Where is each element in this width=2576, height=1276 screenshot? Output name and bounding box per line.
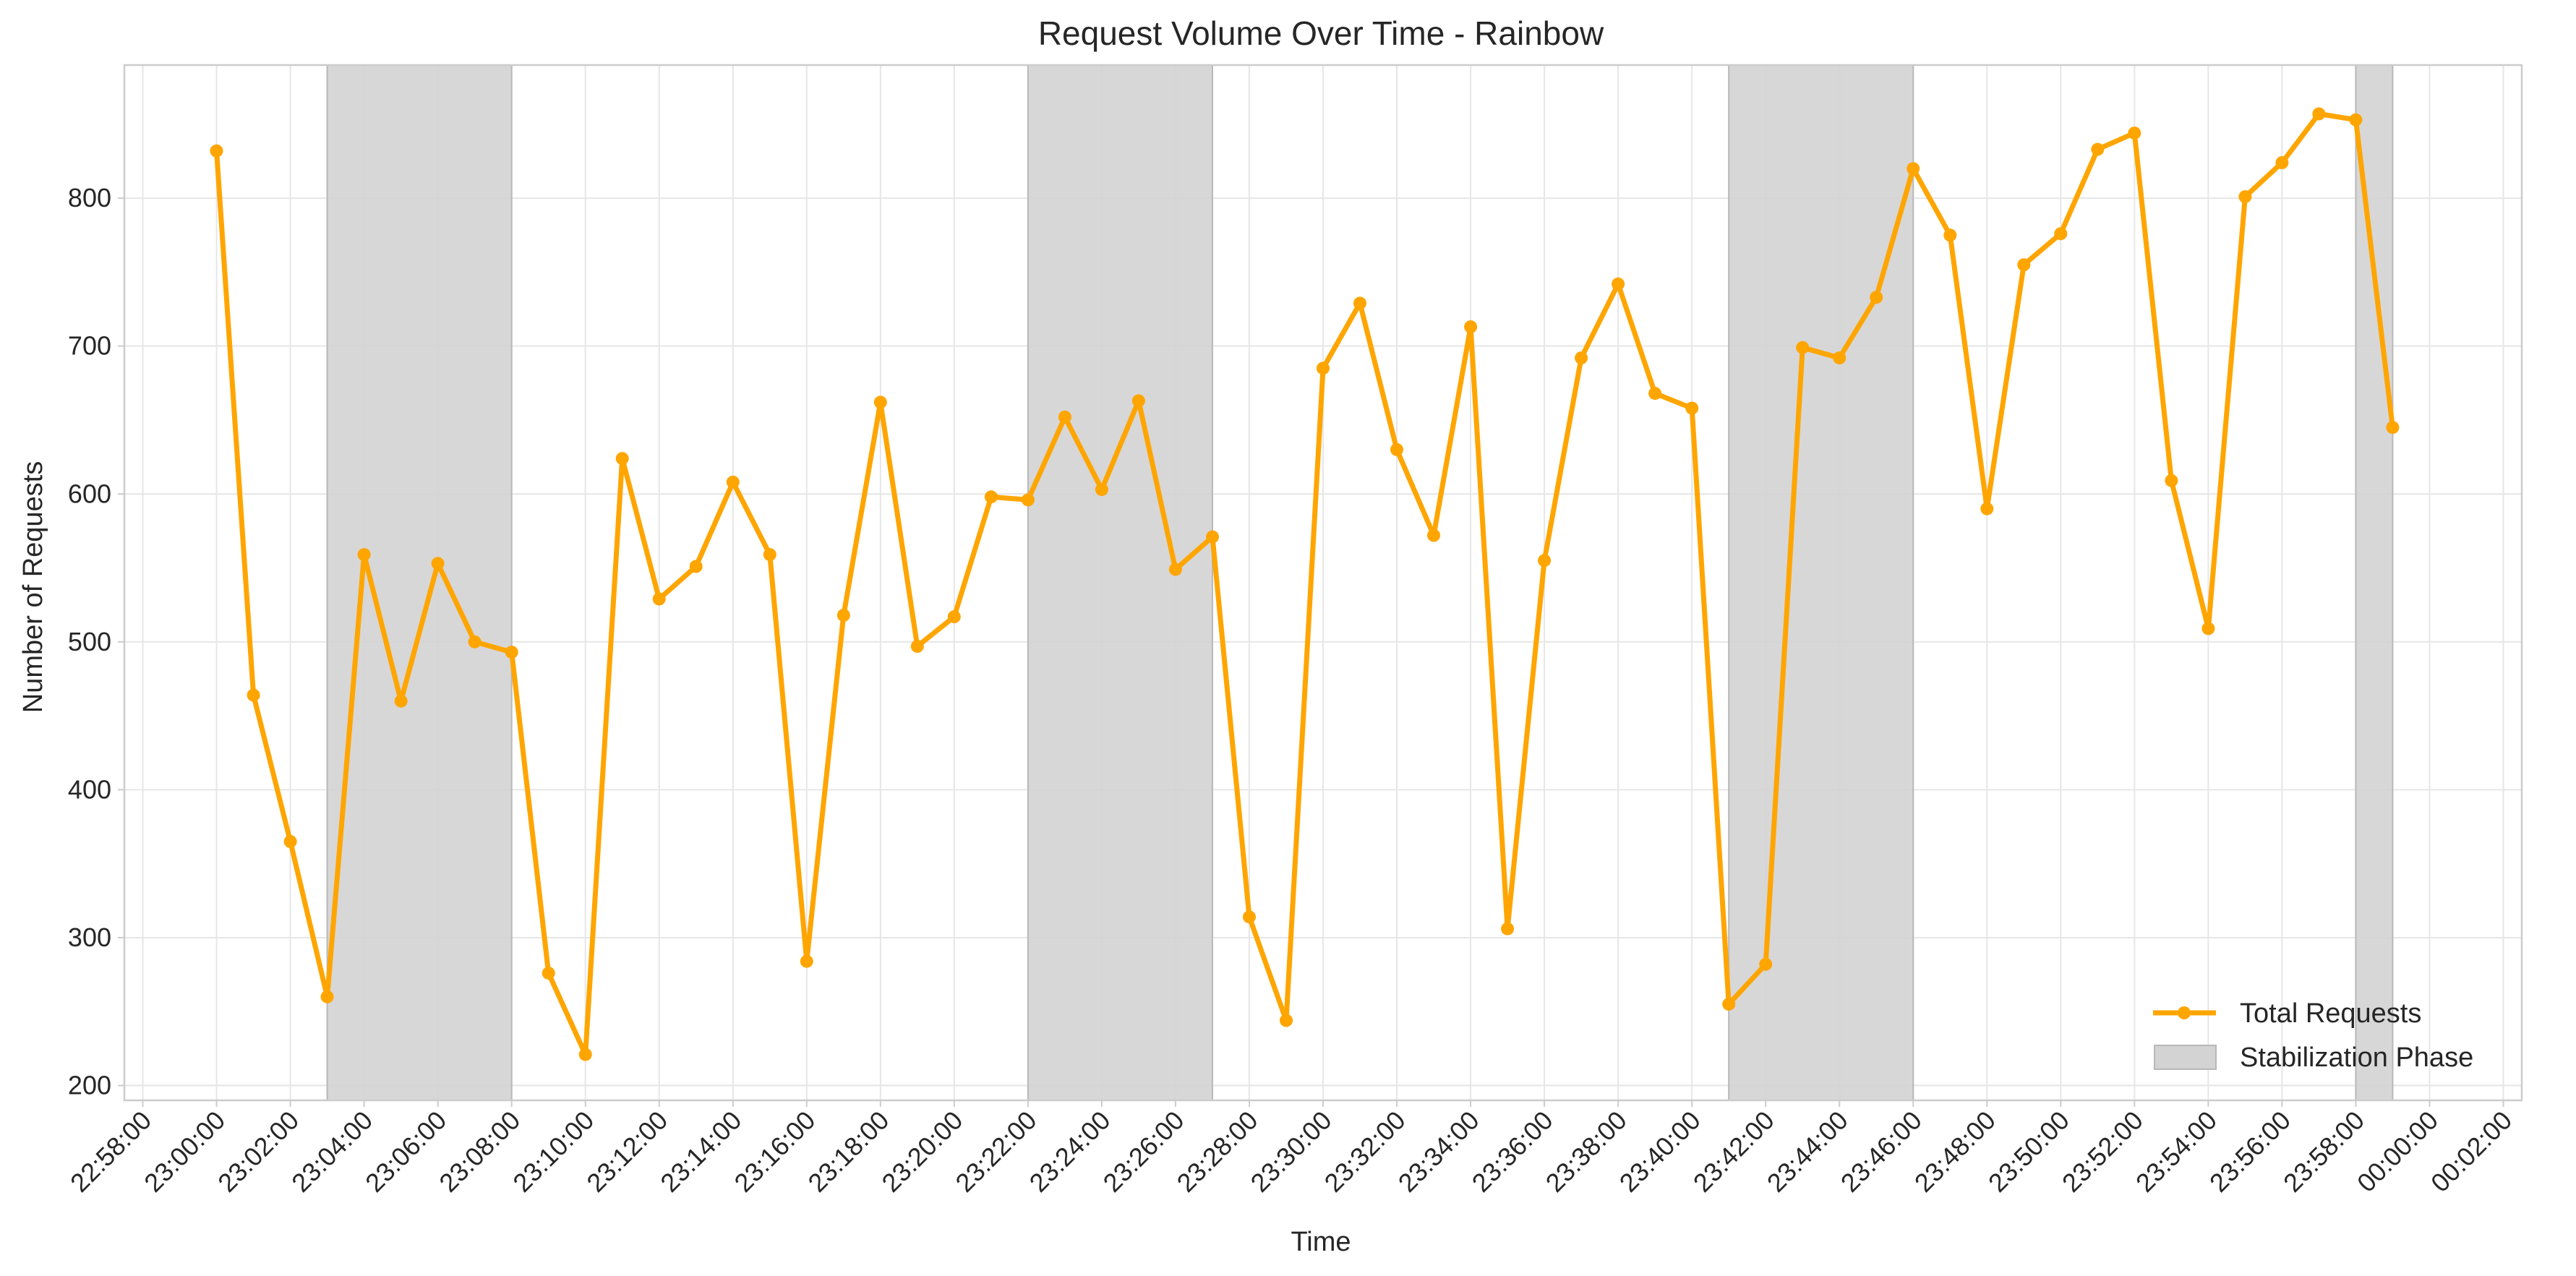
data-point [2091,142,2105,156]
x-axis-title: Time [1291,1227,1351,1257]
data-point [2349,113,2363,127]
data-point [1427,528,1440,542]
series-line-total-requests [214,111,2395,1058]
data-point [394,694,408,708]
data-point [2275,156,2289,169]
data-point [2201,622,2215,635]
data-point [910,640,924,653]
data-point [1168,562,1182,576]
data-point [615,452,629,466]
data-point [873,395,887,409]
data-point [1907,162,1920,176]
data-point [2054,227,2068,241]
data-point [1021,493,1035,507]
data-point [763,548,776,562]
data-point [1280,1014,1293,1027]
data-point [1206,530,1219,544]
data-point [1538,554,1552,568]
data-point [1353,296,1366,310]
data-point [1317,361,1330,375]
data-point [1722,998,1736,1011]
data-point [2165,474,2178,487]
data-point [1943,228,1957,242]
data-point [836,609,850,622]
data-point [1796,341,1810,354]
y-tick-label: 200 [68,1071,111,1100]
y-tick-label: 600 [68,479,111,508]
data-point [1759,957,1773,971]
data-point [1501,922,1515,935]
legend: Total Requests Stabilization Phase [2153,998,2473,1073]
chart-title: Request Volume Over Time - Rainbow [1038,14,1604,52]
data-point [1131,394,1145,408]
data-point [1870,291,1883,304]
data-point [2312,107,2326,121]
data-point [800,954,813,968]
data-point [578,1048,592,1061]
data-point [2017,258,2031,272]
legend-shade-swatch [2154,1045,2217,1070]
y-tick-label: 300 [68,922,111,952]
stabilization-phase-region [2355,65,2393,1100]
data-point [1390,442,1403,456]
stabilization-phase-region [327,65,512,1100]
data-point [1980,502,1994,515]
stabilization-phase-region [1729,65,1914,1100]
y-tick-label: 500 [68,627,111,656]
data-point [542,967,555,980]
data-point [1464,320,1478,334]
stabilization-phase-region [1027,65,1212,1100]
data-point [1243,910,1256,924]
data-point [984,490,998,504]
shaded-regions [326,65,2394,1100]
data-point [689,560,703,573]
series-points [210,107,2400,1061]
data-point [1612,277,1625,291]
data-point [431,557,445,570]
data-point [357,548,371,562]
data-point [1575,351,1588,365]
data-point [1685,401,1699,415]
data-point [652,592,666,606]
data-point [210,144,223,158]
data-point [1095,483,1108,497]
data-point [505,646,518,659]
data-point [947,610,961,624]
data-point [283,835,297,848]
y-tick-label: 800 [68,183,111,213]
data-point [320,990,334,1003]
y-axis-title: Number of Requests [18,461,48,714]
legend-marker-swatch [2178,1006,2191,1019]
legend-label-total-requests: Total Requests [2240,998,2421,1029]
data-point [1833,351,1847,365]
y-axis-ticks: 200 300 400 500 600 700 800 [68,183,124,1100]
y-tick-label: 400 [68,774,111,804]
y-tick-label: 700 [68,331,111,361]
data-point [247,688,260,702]
data-point [468,635,482,648]
series-lines [214,111,2395,1058]
data-point [1058,410,1071,424]
legend-label-stabilization-phase: Stabilization Phase [2240,1042,2473,1073]
data-point [2238,190,2252,204]
data-point [2128,127,2141,140]
data-point [726,475,740,489]
data-point [1648,387,1662,401]
data-point [2386,421,2400,434]
